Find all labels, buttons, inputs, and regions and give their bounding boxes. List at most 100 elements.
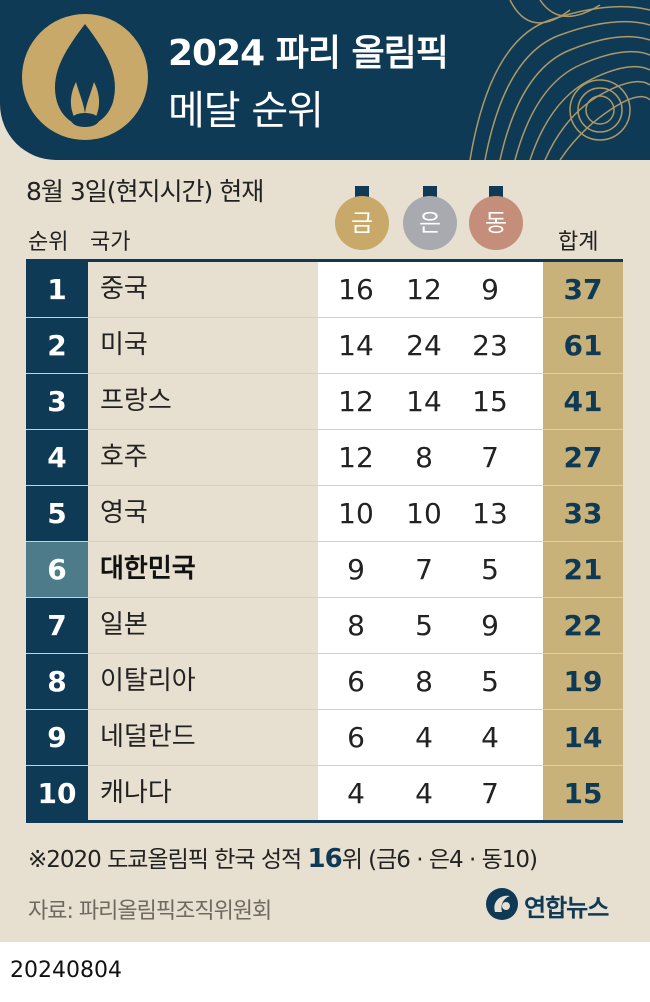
footnote-rank: 16 [307, 844, 343, 874]
table-row: 9 네덜란드 6 4 4 14 [26, 710, 623, 766]
silver-count: 4 [415, 777, 433, 810]
table-row: 3 프랑스 12 14 15 41 [26, 374, 623, 430]
medal-counts: 14 24 23 [318, 318, 543, 373]
rank-cell: 4 [26, 430, 88, 485]
silver-count: 10 [406, 497, 442, 530]
column-header-silver: 은 [403, 196, 457, 250]
table-bottom-rule [26, 820, 623, 823]
bronze-count: 5 [481, 553, 499, 586]
bronze-count: 5 [481, 665, 499, 698]
yonhap-logo-icon [486, 888, 518, 920]
row-divider [26, 709, 623, 710]
silver-count: 7 [415, 553, 433, 586]
total-count: 61 [543, 318, 623, 373]
silver-count: 4 [415, 721, 433, 754]
total-count: 15 [543, 766, 623, 821]
column-header-bronze: 동 [469, 196, 523, 250]
gold-count: 8 [347, 609, 365, 642]
total-count: 19 [543, 654, 623, 709]
row-divider [26, 429, 623, 430]
header-banner: 2024 파리 올림픽 메달 순위 [0, 0, 650, 160]
bronze-count: 7 [481, 441, 499, 474]
table-row: 7 일본 8 5 9 22 [26, 598, 623, 654]
page-subtitle: 메달 순위 [168, 88, 324, 134]
silver-count: 12 [406, 273, 442, 306]
bronze-count: 7 [481, 777, 499, 810]
total-count: 22 [543, 598, 623, 653]
row-divider [26, 317, 623, 318]
table-row: 10 캐나다 4 4 7 15 [26, 766, 623, 822]
footnote-prefix: ※2020 도쿄올림픽 한국 성적 [28, 847, 308, 873]
gold-medal-icon: 금 [335, 186, 389, 250]
row-divider [26, 765, 623, 766]
column-header-country: 국가 [90, 230, 131, 255]
medal-counts: 8 5 9 [318, 598, 543, 653]
bronze-medal-icon: 동 [469, 186, 523, 250]
column-header-rank: 순위 [28, 230, 69, 255]
brand-name: 연합뉴스 [524, 894, 609, 922]
footnote-suffix: 위 (금6 · 은4 · 동10) [341, 847, 538, 873]
gold-count: 6 [347, 665, 365, 698]
medal-counts: 4 4 7 [318, 766, 543, 821]
as-of-date: 8월 3일(현지시간) 현재 [26, 177, 264, 206]
gold-count: 10 [338, 497, 374, 530]
country-cell: 호주 [88, 430, 318, 485]
silver-count: 8 [415, 665, 433, 698]
total-count: 27 [543, 430, 623, 485]
paris-2024-flame-logo-icon [22, 14, 148, 140]
total-count: 37 [543, 262, 623, 317]
table-row: 5 영국 10 10 13 33 [26, 486, 623, 542]
rank-cell: 2 [26, 318, 88, 373]
row-divider [26, 597, 623, 598]
country-cell: 프랑스 [88, 374, 318, 429]
gold-count: 12 [338, 385, 374, 418]
rank-cell: 9 [26, 710, 88, 765]
silver-count: 5 [415, 609, 433, 642]
rank-cell: 5 [26, 486, 88, 541]
bronze-count: 9 [481, 273, 499, 306]
rank-cell: 7 [26, 598, 88, 653]
silver-count: 14 [406, 385, 442, 418]
rank-cell: 3 [26, 374, 88, 429]
table-row: 1 중국 16 12 9 37 [26, 262, 623, 318]
gold-count: 14 [338, 329, 374, 362]
infographic-card: 2024 파리 올림픽 메달 순위 8월 3일(현지시간) 현재 순위 국가 합… [0, 0, 650, 942]
medal-counts: 12 14 15 [318, 374, 543, 429]
table-row: 4 호주 12 8 7 27 [26, 430, 623, 486]
row-divider [26, 541, 623, 542]
footnote: ※2020 도쿄올림픽 한국 성적 16위 (금6 · 은4 · 동10) [28, 840, 538, 874]
country-cell: 중국 [88, 262, 318, 317]
gold-count: 6 [347, 721, 365, 754]
bronze-count: 13 [472, 497, 508, 530]
column-header-total: 합계 [558, 230, 599, 255]
gold-count: 12 [338, 441, 374, 474]
source-credit: 자료: 파리올림픽조직위원회 [28, 899, 272, 924]
silver-count: 8 [415, 441, 433, 474]
rank-cell: 6 [26, 542, 88, 597]
total-count: 21 [543, 542, 623, 597]
country-cell: 일본 [88, 598, 318, 653]
medal-counts: 6 4 4 [318, 710, 543, 765]
rank-cell: 1 [26, 262, 88, 317]
rank-cell: 10 [26, 766, 88, 821]
row-divider [26, 485, 623, 486]
medal-counts: 6 8 5 [318, 654, 543, 709]
bronze-count: 23 [472, 329, 508, 362]
rank-cell: 8 [26, 654, 88, 709]
medal-counts: 12 8 7 [318, 430, 543, 485]
row-divider [26, 373, 623, 374]
table-top-rule [26, 259, 623, 262]
gold-count: 4 [347, 777, 365, 810]
country-cell: 미국 [88, 318, 318, 373]
medal-counts: 16 12 9 [318, 262, 543, 317]
column-header-gold: 금 [335, 196, 389, 250]
page-title: 2024 파리 올림픽 [168, 33, 449, 74]
country-cell: 캐나다 [88, 766, 318, 821]
total-count: 41 [543, 374, 623, 429]
total-count: 33 [543, 486, 623, 541]
medal-counts: 10 10 13 [318, 486, 543, 541]
total-count: 14 [543, 710, 623, 765]
silver-medal-icon: 은 [403, 186, 457, 250]
row-divider [26, 653, 623, 654]
gold-count: 16 [338, 273, 374, 306]
